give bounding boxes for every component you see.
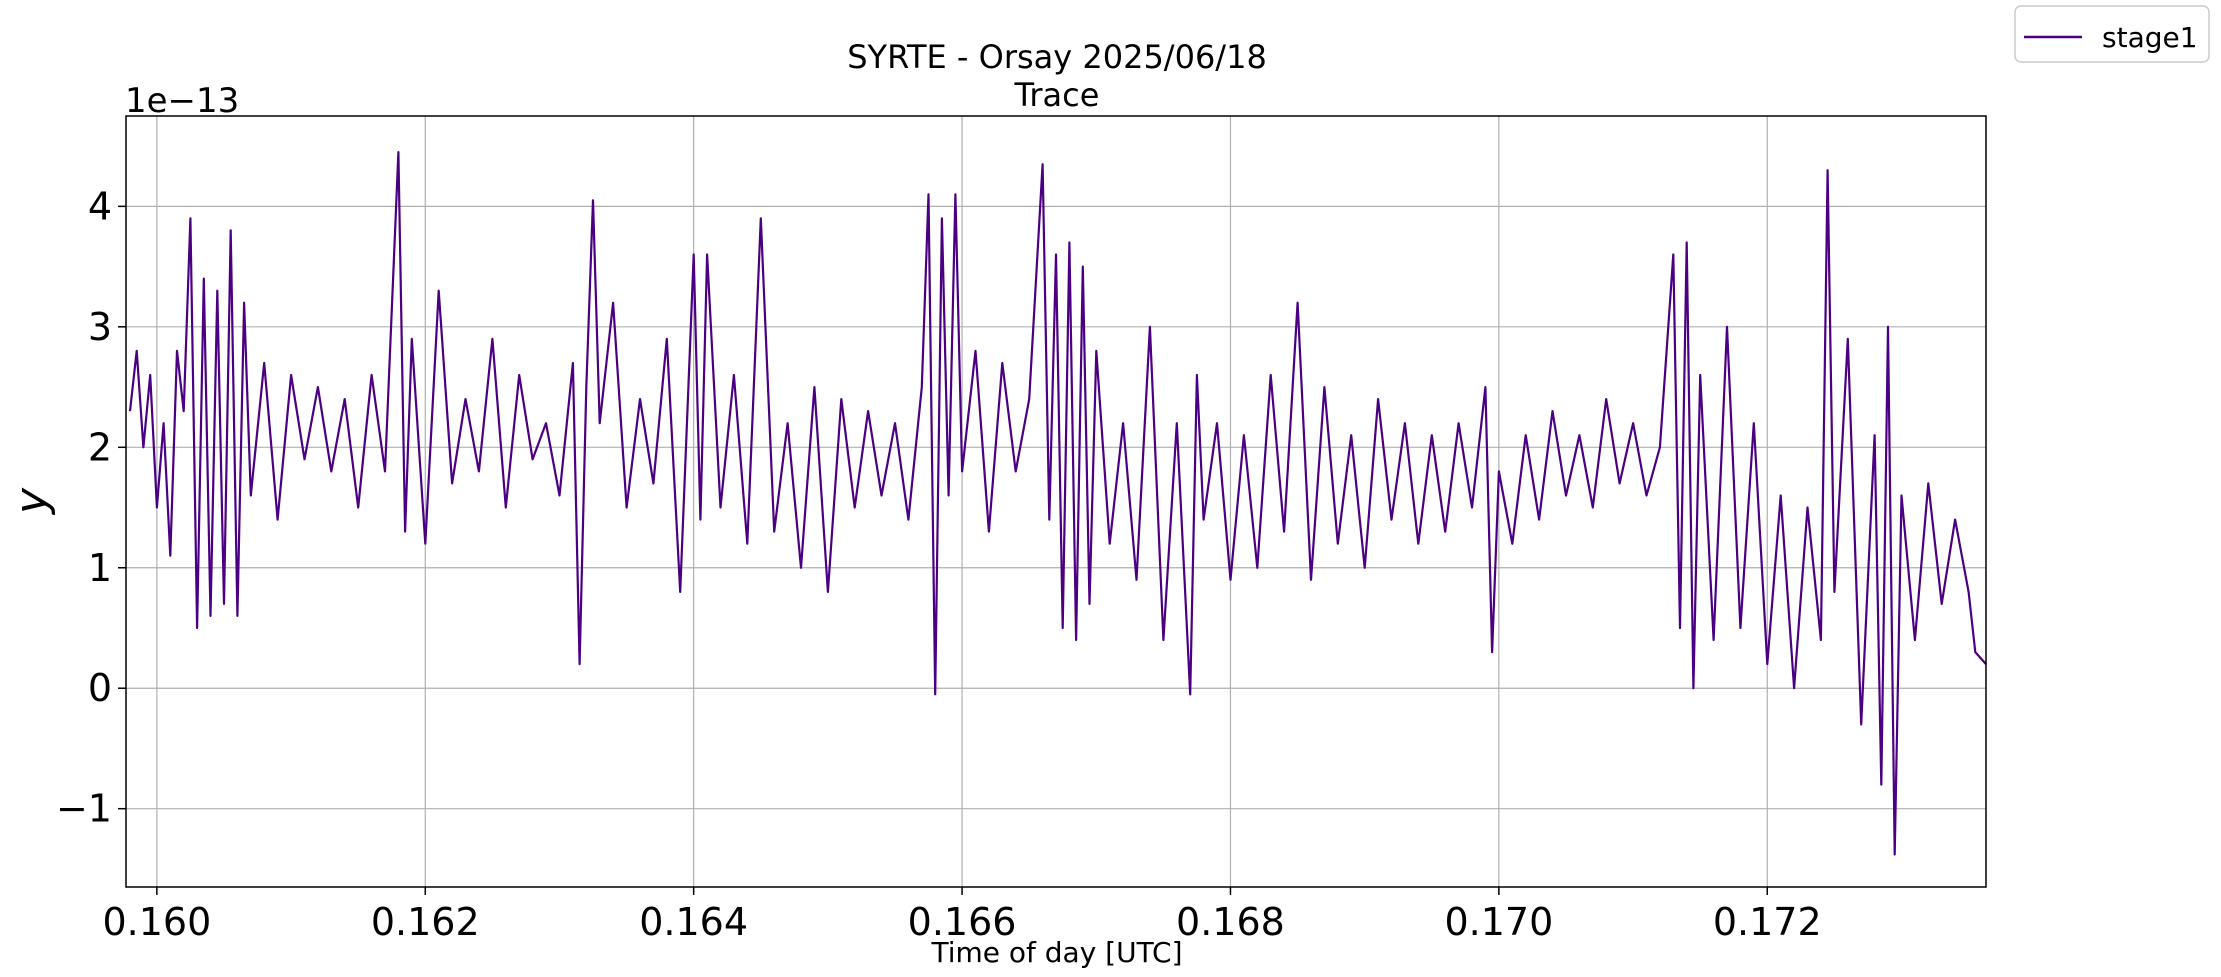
x-axis-label: Time of day [UTC] [930, 936, 1182, 969]
x-tick-label: 0.160 [102, 900, 211, 944]
y-axis-label: y [6, 487, 57, 516]
x-tick-label: 0.164 [639, 900, 748, 944]
legend-label: stage1 [2102, 21, 2198, 54]
x-tick-label: 0.170 [1444, 900, 1553, 944]
y-tick-label: 0 [88, 666, 112, 710]
legend: stage1 [2014, 5, 2210, 63]
chart-title: SYRTE - Orsay 2025/06/18 [847, 38, 1267, 76]
y-offset-label: 1e−13 [125, 81, 239, 121]
x-tick-label: 0.162 [371, 900, 480, 944]
y-tick-label: −1 [56, 787, 112, 831]
y-tick-label: 4 [88, 184, 112, 228]
chart-subtitle: Trace [1014, 76, 1100, 114]
x-tick-label: 0.168 [1176, 900, 1285, 944]
plot-frame [125, 115, 1987, 888]
y-tick-label: 2 [88, 425, 112, 469]
series-layer [128, 151, 1987, 856]
ticks: 0.160 0.162 0.164 0.166 0.168 0.170 0.172 −1 0 1 2… [56, 184, 1822, 944]
y-tick-label: 1 [88, 546, 112, 590]
x-tick-label: 0.172 [1713, 900, 1822, 944]
x-tick-label: 0.166 [908, 900, 1017, 944]
y-tick-label: 3 [88, 305, 112, 349]
legend-box [2014, 5, 2210, 63]
series-line-stage1 [128, 151, 1987, 856]
